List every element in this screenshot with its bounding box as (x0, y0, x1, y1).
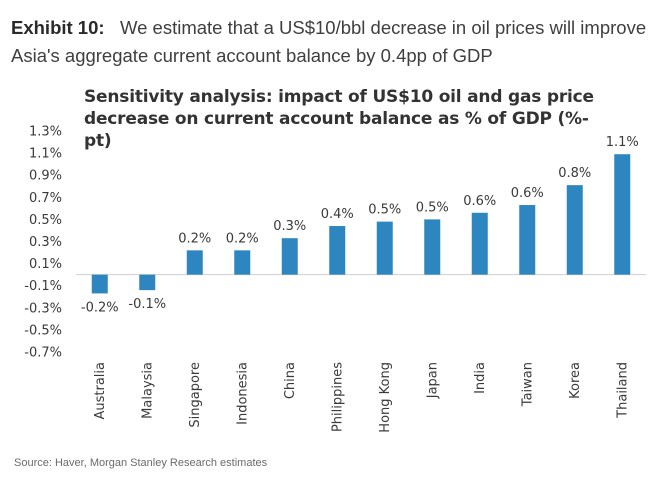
x-tick-label: Australia (93, 362, 108, 420)
chart-title: Sensitivity analysis: impact of US$10 oi… (84, 87, 594, 151)
bar-thailand (614, 154, 631, 275)
y-tick-label: -0.3% (24, 301, 62, 316)
data-label: 0.6% (511, 186, 544, 201)
y-tick-label: 1.3% (29, 125, 62, 140)
data-label: 0.4% (321, 207, 354, 222)
data-label: 0.8% (558, 166, 591, 181)
x-tick-label: Hong Kong (378, 362, 393, 433)
x-tick-label: Japan (425, 362, 440, 399)
data-label: 0.5% (416, 200, 449, 215)
data-label: 0.5% (368, 203, 401, 218)
exhibit-caption: Exhibit 10: We estimate that a US$10/bbl… (11, 14, 651, 70)
bar-japan (424, 219, 441, 275)
exhibit-label: Exhibit 10: (11, 17, 105, 38)
bar-taiwan (519, 205, 536, 275)
bar-hong-kong (376, 221, 393, 275)
data-label: 0.3% (273, 219, 306, 234)
y-tick-label: 0.3% (29, 235, 62, 250)
y-tick-label: 0.5% (29, 213, 62, 228)
bar-malaysia (139, 274, 156, 291)
bar-philippines (329, 226, 346, 275)
x-tick-label: Thailand (615, 362, 630, 419)
y-tick-label: 1.1% (29, 147, 62, 162)
data-label: -0.2% (81, 300, 119, 315)
x-tick-label: Taiwan (520, 362, 535, 407)
x-tick-label: Indonesia (235, 362, 250, 425)
y-tick-label: -0.5% (24, 323, 62, 338)
y-tick-label: -0.1% (24, 279, 62, 294)
data-label: 0.2% (226, 231, 259, 246)
x-tick-label: Philippines (330, 362, 345, 432)
data-label: 0.6% (463, 194, 496, 209)
bar-singapore (186, 250, 203, 275)
source-note: Source: Haver, Morgan Stanley Research e… (14, 457, 268, 469)
x-tick-label: Singapore (188, 362, 203, 428)
x-tick-label: India (473, 362, 488, 394)
y-tick-label: 0.9% (29, 169, 62, 184)
bar-india (471, 212, 488, 275)
data-label: -0.1% (128, 297, 166, 312)
data-label: 0.2% (178, 231, 211, 246)
y-tick-label: -0.7% (24, 346, 62, 361)
x-tick-label: China (283, 362, 298, 399)
y-tick-label: 0.1% (29, 257, 62, 272)
y-tick-label: 0.7% (29, 191, 62, 206)
bar-china (281, 238, 298, 275)
x-tick-label: Korea (568, 362, 583, 399)
bar-indonesia (234, 250, 251, 275)
bar-australia (91, 274, 108, 294)
bar-korea (566, 185, 583, 275)
data-label: 1.1% (606, 135, 639, 150)
exhibit-text: We estimate that a US$10/bbl decrease in… (11, 17, 647, 66)
x-tick-label: Malaysia (140, 362, 155, 419)
